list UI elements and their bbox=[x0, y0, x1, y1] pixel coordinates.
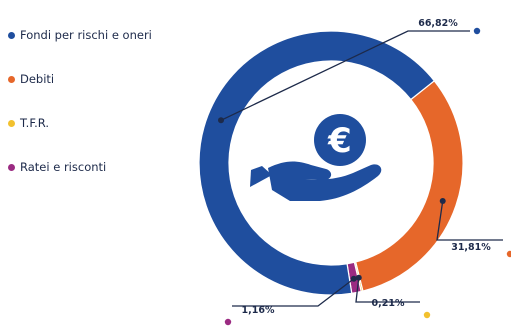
donut-slice bbox=[198, 30, 436, 296]
legend-swatch bbox=[8, 75, 15, 83]
leader-line bbox=[436, 200, 503, 241]
legend-label: Ratei e risconti bbox=[20, 160, 107, 174]
legend-swatch bbox=[8, 119, 15, 127]
svg-text:€: € bbox=[327, 121, 352, 161]
legend-item: T.F.R. bbox=[8, 116, 208, 130]
value-callouts: 66,82% 31,81% 0,21% 1,16% bbox=[218, 18, 511, 326]
legend-item: Debiti bbox=[8, 72, 208, 86]
legend-label: T.F.R. bbox=[20, 116, 49, 130]
leader-line bbox=[232, 278, 355, 307]
value-label: 66,82% bbox=[418, 18, 458, 29]
legend: Fondi per rischi e oneri Debiti T.F.R. Rate… bbox=[8, 28, 208, 204]
leader-anchor-dot bbox=[350, 275, 357, 282]
legend-item: Ratei e risconti bbox=[8, 160, 208, 174]
value-label: 31,81% bbox=[451, 242, 491, 253]
leader-line bbox=[355, 277, 420, 303]
legend-item: Fondi per rischi e oneri bbox=[8, 28, 208, 42]
leader-line bbox=[220, 30, 470, 121]
leader-anchor-dot bbox=[355, 274, 362, 281]
legend-label: Fondi per rischi e oneri bbox=[20, 28, 152, 42]
leader-anchor-dot bbox=[439, 197, 446, 204]
legend-label: Debiti bbox=[20, 72, 55, 86]
donut-slice bbox=[354, 79, 464, 292]
hand-holding-euro-coin-icon: € bbox=[250, 114, 382, 201]
legend-swatch bbox=[8, 31, 15, 39]
leader-end-dot bbox=[423, 311, 431, 319]
leader-end-dot bbox=[224, 318, 232, 326]
leader-anchor-dot bbox=[218, 117, 225, 124]
legend-swatch bbox=[8, 163, 15, 171]
leader-end-dot bbox=[473, 27, 481, 35]
value-label: 0,21% bbox=[372, 298, 405, 309]
value-label: 1,16% bbox=[242, 305, 275, 316]
leader-end-dot bbox=[506, 250, 511, 258]
